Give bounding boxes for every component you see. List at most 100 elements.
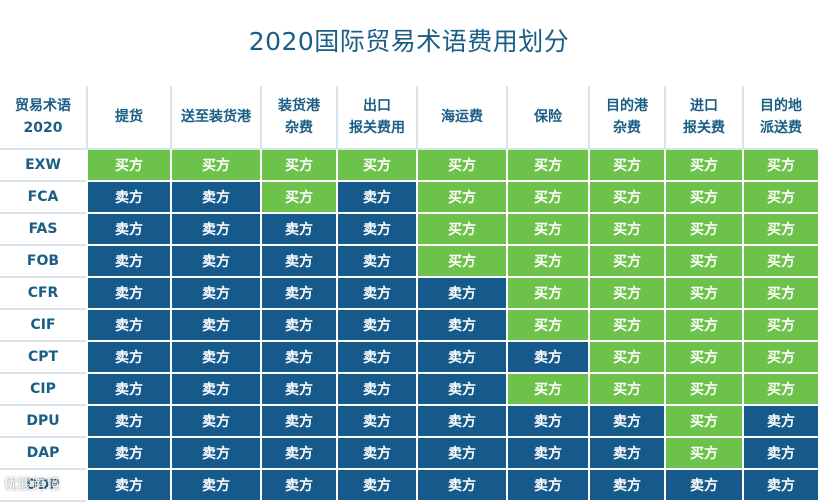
header-cost-5: 海运费 (416, 86, 506, 150)
seller-cell: 卖方 (260, 406, 336, 438)
seller-cell: 卖方 (260, 310, 336, 342)
buyer-cell: 买方 (506, 374, 588, 406)
buyer-cell: 买方 (742, 150, 818, 182)
buyer-cell: 买方 (170, 150, 260, 182)
seller-cell: 卖方 (416, 406, 506, 438)
buyer-cell: 买方 (506, 214, 588, 246)
seller-cell: 卖方 (170, 246, 260, 278)
table-row: DAP 卖方 卖方 卖方 卖方 卖方 卖方 卖方 买方 卖方 (0, 438, 818, 470)
seller-cell: 卖方 (260, 214, 336, 246)
seller-cell: 卖方 (170, 374, 260, 406)
seller-cell: 卖方 (86, 342, 170, 374)
seller-cell: 卖方 (416, 374, 506, 406)
buyer-cell: 买方 (588, 278, 664, 310)
seller-cell: 卖方 (416, 342, 506, 374)
header-cost-3: 装货港 杂费 (260, 86, 336, 150)
seller-cell: 卖方 (416, 438, 506, 470)
seller-cell: 卖方 (86, 470, 170, 502)
seller-cell: 卖方 (416, 310, 506, 342)
seller-cell: 卖方 (260, 246, 336, 278)
seller-cell: 卖方 (336, 406, 416, 438)
term-label: DPU (0, 406, 86, 438)
buyer-cell: 买方 (588, 246, 664, 278)
seller-cell: 卖方 (336, 182, 416, 214)
term-label: CFR (0, 278, 86, 310)
buyer-cell: 买方 (588, 342, 664, 374)
buyer-cell: 买方 (506, 150, 588, 182)
table-row: CFR 卖方 卖方 卖方 卖方 卖方 买方 买方 买方 买方 (0, 278, 818, 310)
seller-cell: 卖方 (260, 278, 336, 310)
seller-cell: 卖方 (336, 470, 416, 502)
seller-cell: 卖方 (86, 374, 170, 406)
header-cost-8: 进口 报关费 (664, 86, 742, 150)
seller-cell: 卖方 (86, 214, 170, 246)
seller-cell: 卖方 (416, 278, 506, 310)
seller-cell: 卖方 (86, 406, 170, 438)
buyer-cell: 买方 (742, 246, 818, 278)
seller-cell: 卖方 (506, 406, 588, 438)
seller-cell: 卖方 (170, 406, 260, 438)
buyer-cell: 买方 (416, 182, 506, 214)
seller-cell: 卖方 (336, 310, 416, 342)
table-row: DPU 卖方 卖方 卖方 卖方 卖方 卖方 卖方 买方 卖方 (0, 406, 818, 438)
buyer-cell: 买方 (742, 374, 818, 406)
seller-cell: 卖方 (336, 214, 416, 246)
seller-cell: 卖方 (742, 470, 818, 502)
buyer-cell: 买方 (260, 150, 336, 182)
buyer-cell: 买方 (416, 214, 506, 246)
table-row: CIF 卖方 卖方 卖方 卖方 卖方 买方 买方 买方 买方 (0, 310, 818, 342)
buyer-cell: 买方 (506, 246, 588, 278)
buyer-cell: 买方 (588, 182, 664, 214)
header-cost-6: 保险 (506, 86, 588, 150)
table-row: FOB 卖方 卖方 卖方 卖方 买方 买方 买方 买方 买方 (0, 246, 818, 278)
seller-cell: 卖方 (416, 470, 506, 502)
seller-cell: 卖方 (742, 438, 818, 470)
seller-cell: 卖方 (506, 342, 588, 374)
buyer-cell: 买方 (588, 150, 664, 182)
table-row: DDP 卖方 卖方 卖方 卖方 卖方 卖方 卖方 卖方 卖方 (0, 470, 818, 502)
term-label: EXW (0, 150, 86, 182)
buyer-cell: 买方 (506, 278, 588, 310)
header-cost-1: 提货 (86, 86, 170, 150)
seller-cell: 卖方 (336, 278, 416, 310)
seller-cell: 卖方 (260, 438, 336, 470)
incoterms-table: 贸易术语 2020 提货 送至装货港 装货港 杂费 出口 报关费用 海运费 保险 目的港 杂费… (0, 86, 818, 502)
buyer-cell: 买方 (742, 182, 818, 214)
buyer-cell: 买方 (664, 342, 742, 374)
seller-cell: 卖方 (86, 310, 170, 342)
buyer-cell: 买方 (742, 310, 818, 342)
buyer-cell: 买方 (664, 182, 742, 214)
table-row: EXW 买方 买方 买方 买方 买方 买方 买方 买方 买方 (0, 150, 818, 182)
term-label: CIF (0, 310, 86, 342)
page-title: 2020国际贸易术语费用划分 (248, 27, 570, 56)
table-row: FCA 卖方 卖方 买方 卖方 买方 买方 买方 买方 买方 (0, 182, 818, 214)
seller-cell: 卖方 (86, 278, 170, 310)
seller-cell: 卖方 (260, 342, 336, 374)
header-cost-2: 送至装货港 (170, 86, 260, 150)
buyer-cell: 买方 (664, 150, 742, 182)
seller-cell: 卖方 (170, 310, 260, 342)
seller-cell: 卖方 (336, 438, 416, 470)
table-row: CIP 卖方 卖方 卖方 卖方 卖方 买方 买方 买方 买方 (0, 374, 818, 406)
seller-cell: 卖方 (170, 342, 260, 374)
seller-cell: 卖方 (588, 406, 664, 438)
seller-cell: 卖方 (506, 438, 588, 470)
buyer-cell: 买方 (664, 278, 742, 310)
watermark: 优骏跨境 (4, 477, 60, 493)
term-label: CIP (0, 374, 86, 406)
seller-cell: 卖方 (588, 470, 664, 502)
seller-cell: 卖方 (170, 438, 260, 470)
seller-cell: 卖方 (170, 182, 260, 214)
buyer-cell: 买方 (588, 214, 664, 246)
buyer-cell: 买方 (742, 214, 818, 246)
seller-cell: 卖方 (86, 246, 170, 278)
seller-cell: 卖方 (260, 374, 336, 406)
table-body: EXW 买方 买方 买方 买方 买方 买方 买方 买方 买方 FCA 卖方 卖方 买方 卖方 买方 买方 买方 买方… (0, 150, 818, 502)
table-row: FAS 卖方 卖方 卖方 卖方 买方 买方 买方 买方 买方 (0, 214, 818, 246)
seller-cell: 卖方 (336, 246, 416, 278)
header-term: 贸易术语 2020 (0, 86, 86, 150)
seller-cell: 卖方 (336, 374, 416, 406)
table-row: CPT 卖方 卖方 卖方 卖方 卖方 卖方 买方 买方 买方 (0, 342, 818, 374)
buyer-cell: 买方 (506, 182, 588, 214)
buyer-cell: 买方 (664, 246, 742, 278)
